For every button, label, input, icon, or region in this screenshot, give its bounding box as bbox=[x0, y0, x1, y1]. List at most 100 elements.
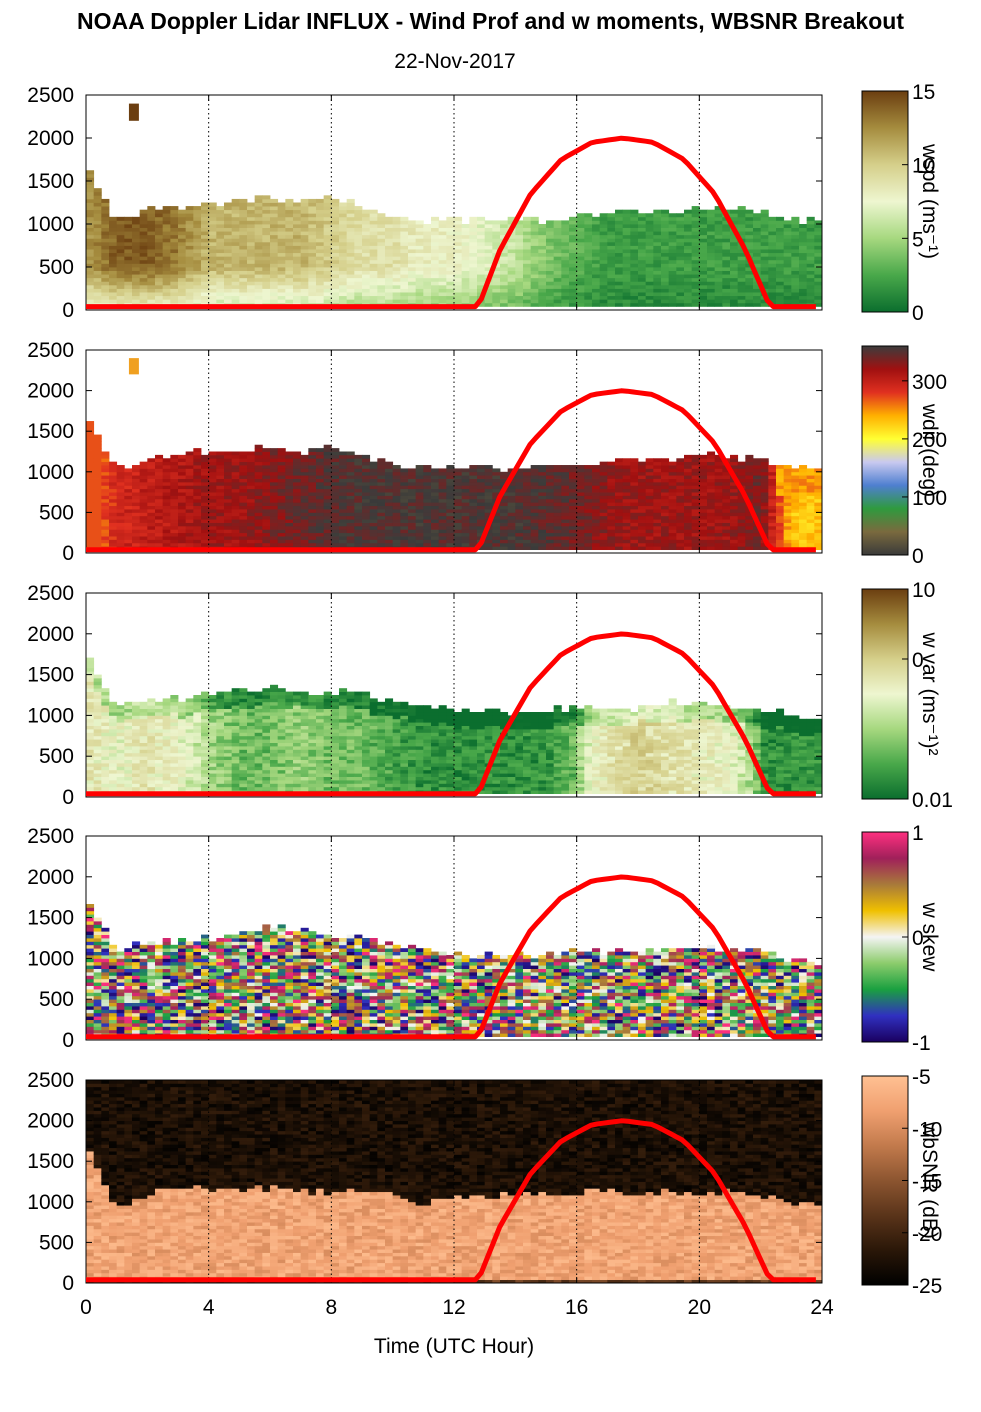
heatmap-cell bbox=[431, 259, 440, 264]
heatmap-cell bbox=[676, 224, 685, 228]
heatmap-cell bbox=[500, 234, 509, 239]
heatmap-cell bbox=[400, 532, 409, 537]
heatmap-cell bbox=[684, 465, 693, 469]
heatmap-cell bbox=[638, 478, 647, 483]
heatmap-cell bbox=[484, 502, 493, 507]
heatmap-cell bbox=[239, 198, 248, 203]
heatmap-cell bbox=[116, 259, 125, 264]
heatmap-cell bbox=[331, 249, 340, 254]
heatmap-cell bbox=[737, 505, 746, 510]
heatmap-cell bbox=[622, 461, 631, 466]
heatmap-cell bbox=[124, 481, 133, 486]
heatmap-cell bbox=[500, 532, 509, 537]
heatmap-cell bbox=[323, 231, 332, 236]
heatmap-cell bbox=[768, 216, 777, 221]
heatmap-cell bbox=[806, 227, 815, 232]
heatmap-cell bbox=[737, 231, 746, 236]
heatmap-cell bbox=[438, 284, 447, 289]
heatmap-cell bbox=[546, 532, 555, 537]
heatmap-cell bbox=[799, 267, 808, 271]
heatmap-cell bbox=[615, 529, 624, 534]
heatmap-cell bbox=[415, 277, 424, 282]
heatmap-cell bbox=[193, 481, 202, 486]
heatmap-cell bbox=[599, 299, 608, 304]
heatmap-cell bbox=[546, 220, 555, 225]
heatmap-cell bbox=[530, 502, 539, 507]
heatmap-cell bbox=[737, 284, 746, 289]
heatmap-cell bbox=[622, 498, 631, 503]
heatmap-cell bbox=[346, 498, 355, 503]
heatmap-cell bbox=[691, 509, 700, 513]
heatmap-cell bbox=[101, 238, 110, 243]
heatmap-cell bbox=[676, 245, 685, 250]
heatmap-cell bbox=[224, 231, 233, 236]
heatmap-cell bbox=[101, 213, 110, 218]
heatmap-cell bbox=[615, 281, 624, 286]
heatmap-cell bbox=[753, 512, 762, 517]
heatmap-cell bbox=[569, 529, 578, 534]
heatmap-cell bbox=[354, 481, 363, 486]
heatmap-cell bbox=[162, 485, 171, 490]
heatmap-cell bbox=[254, 461, 263, 466]
heatmap-cell bbox=[438, 227, 447, 232]
heatmap-cell bbox=[132, 259, 141, 264]
heatmap-cell bbox=[730, 495, 739, 500]
heatmap-cell bbox=[722, 241, 731, 246]
heatmap-cell bbox=[323, 522, 332, 527]
heatmap-cell bbox=[216, 481, 225, 486]
heatmap-cell bbox=[354, 498, 363, 503]
heatmap-cell bbox=[500, 267, 509, 271]
heatmap-cell bbox=[569, 495, 578, 500]
heatmap-cell bbox=[224, 509, 233, 513]
heatmap-cell bbox=[576, 252, 585, 257]
heatmap-cell bbox=[607, 256, 616, 261]
heatmap-cell bbox=[285, 488, 294, 493]
heatmap-cell bbox=[193, 263, 202, 268]
heatmap-cell bbox=[208, 249, 217, 254]
heatmap-cell bbox=[254, 209, 263, 214]
heatmap-cell bbox=[109, 465, 118, 469]
heatmap-cell bbox=[316, 270, 325, 275]
heatmap-cell bbox=[676, 238, 685, 243]
heatmap-cell bbox=[354, 488, 363, 493]
heatmap-cell bbox=[492, 492, 501, 496]
heatmap-cell bbox=[791, 238, 800, 243]
heatmap-cell bbox=[124, 277, 133, 282]
heatmap-cell bbox=[285, 492, 294, 496]
heatmap-cell bbox=[791, 227, 800, 232]
heatmap-cell bbox=[86, 536, 95, 540]
heatmap-cell bbox=[569, 245, 578, 250]
heatmap-cell bbox=[569, 465, 578, 469]
heatmap-cell bbox=[377, 536, 386, 540]
heatmap-cell bbox=[469, 488, 478, 493]
heatmap-cell bbox=[162, 525, 171, 530]
heatmap-cell bbox=[231, 299, 240, 304]
heatmap-cell bbox=[285, 245, 294, 250]
heatmap-cell bbox=[538, 465, 547, 469]
heatmap-cell bbox=[331, 451, 340, 456]
heatmap-cell bbox=[185, 277, 194, 282]
heatmap-cell bbox=[638, 498, 647, 503]
heatmap-cell bbox=[139, 216, 148, 221]
heatmap-cell bbox=[369, 245, 378, 250]
heatmap-cell bbox=[216, 515, 225, 520]
heatmap-cell bbox=[354, 206, 363, 211]
heatmap-cell bbox=[745, 532, 754, 537]
heatmap-cell bbox=[362, 542, 371, 547]
heatmap-cell bbox=[162, 206, 171, 211]
heatmap-cell bbox=[454, 245, 463, 250]
heatmap-cell bbox=[254, 238, 263, 243]
heatmap-cell bbox=[346, 536, 355, 540]
heatmap-cell bbox=[415, 241, 424, 246]
heatmap-cell bbox=[224, 481, 233, 486]
heatmap-cell bbox=[300, 478, 309, 483]
heatmap-cell bbox=[622, 481, 631, 486]
heatmap-cell bbox=[714, 542, 723, 547]
heatmap-cell bbox=[270, 241, 279, 246]
heatmap-cell bbox=[477, 259, 486, 264]
heatmap-cell bbox=[362, 299, 371, 304]
heatmap-cell bbox=[385, 488, 394, 493]
heatmap-cell bbox=[446, 492, 455, 496]
heatmap-cell bbox=[277, 206, 286, 211]
heatmap-cell bbox=[630, 546, 639, 551]
